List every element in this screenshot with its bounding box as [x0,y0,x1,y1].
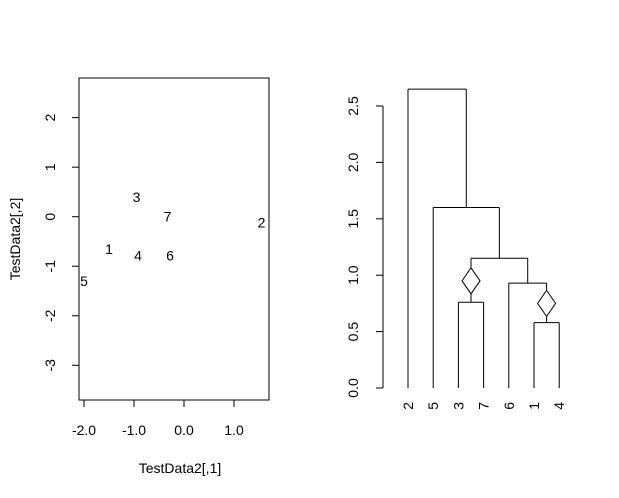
leaf-label-4: 4 [551,402,567,410]
y-tick-label: 1.0 [345,265,361,285]
plot-frame [78,77,270,401]
point-label-6: 6 [166,247,174,263]
point-label-5: 5 [80,273,88,289]
point-labels: 1 2 3 4 5 6 7 [80,189,266,289]
leaf-label-1: 1 [526,402,542,410]
y-axis: -3 -2 -1 0 1 2 TestData2[,2] [7,114,80,372]
point-label-4: 4 [134,247,142,263]
diamond-marker [461,266,481,295]
dendrogram-panel: 0.0 0.5 1.0 1.5 2.0 2.5 2 5 3 7 6 1 4 [345,88,567,410]
leaf-label-5: 5 [425,402,441,410]
y-tick-label: 0 [42,213,58,221]
x-axis: -2.0 -1.0 0.0 1.0 TestData2[,1] [72,399,244,476]
point-label-2: 2 [258,215,266,231]
y-tick-label: 1.5 [345,209,361,229]
y-axis-label: TestData2[,2] [7,198,23,281]
x-tick-label: 1.0 [224,422,244,438]
y-tick-label: 2.5 [345,96,361,116]
y-tick-label: -2 [42,309,58,322]
y-tick-label: 2 [42,114,58,122]
y-axis: 0.0 0.5 1.0 1.5 2.0 2.5 [345,96,384,398]
merge-branch [432,207,500,388]
x-tick-label: -2.0 [72,422,96,438]
merge-branch [533,322,560,388]
merge-branch [457,301,485,388]
y-tick-label: -3 [42,359,58,372]
leaf-label-7: 7 [476,402,492,410]
y-tick-label: 2.0 [345,152,361,172]
diamond-marker [536,289,557,318]
diamond-markers [461,266,557,318]
merge-branch [407,88,467,388]
scatter-panel: -2.0 -1.0 0.0 1.0 TestData2[,1] -3 -2 -1 0 1 2 Test… [7,77,270,476]
leaf-label-3: 3 [450,402,466,410]
point-label-3: 3 [133,189,141,205]
x-axis-label: TestData2[,1] [139,460,222,476]
leaf-labels: 2 5 3 7 6 1 4 [400,402,567,410]
x-tick-label: -1.0 [122,422,146,438]
leaf-label-2: 2 [400,402,416,410]
x-tick-label: 0.0 [174,422,194,438]
dendrogram-branches [407,88,560,388]
y-tick-label: 0.0 [345,378,361,398]
point-label-1: 1 [105,241,113,257]
y-tick-label: -1 [42,260,58,273]
leaf-label-6: 6 [501,402,517,410]
point-label-7: 7 [164,209,172,225]
y-tick-label: 0.5 [345,322,361,342]
y-tick-label: 1 [42,163,58,171]
